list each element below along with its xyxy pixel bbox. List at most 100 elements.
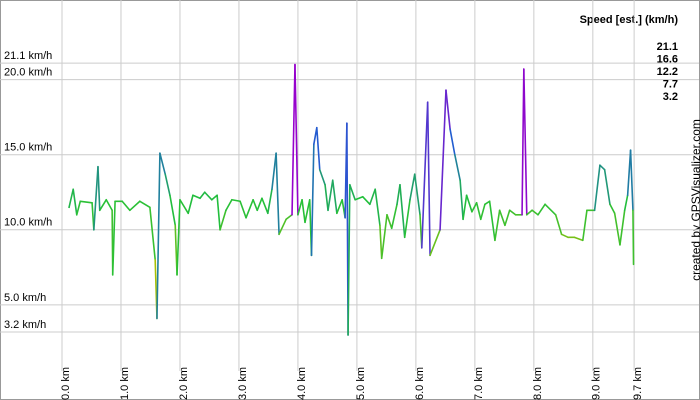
speed-segment <box>285 213 293 221</box>
speed-segment <box>187 194 194 215</box>
speed-segment <box>498 209 506 227</box>
speed-segment <box>294 63 299 216</box>
speed-segment <box>449 128 456 156</box>
x-tick-label: 5.0 km <box>355 367 367 400</box>
y-tick-label: 21.1 km/h <box>4 50 52 62</box>
speed-segment <box>399 183 406 239</box>
speed-segment <box>336 198 343 215</box>
speed-segment <box>156 152 161 320</box>
speed-segment <box>494 209 501 242</box>
speed-segment <box>445 89 451 130</box>
credit: created by GPSVisualizer.com <box>689 119 700 281</box>
speed-segment <box>609 203 616 215</box>
speed-segment <box>318 168 326 186</box>
speed-segment <box>275 152 280 236</box>
speed-segment <box>603 168 611 206</box>
speed-segment <box>97 165 101 212</box>
x-tick-label: 8.0 km <box>532 367 544 400</box>
speed-segment <box>105 198 113 212</box>
speed-segment <box>475 201 482 221</box>
speed-segment <box>386 213 393 230</box>
speed-segment <box>413 173 421 216</box>
speed-segment <box>231 198 241 203</box>
speed-segment <box>554 213 563 236</box>
speed-segment <box>379 224 383 260</box>
speed-segment <box>573 236 584 242</box>
x-tick-label: 1.0 km <box>119 367 131 400</box>
speed-segment <box>176 198 181 276</box>
speed-segment <box>121 200 131 212</box>
speed-segment <box>403 198 411 239</box>
speed-segment <box>623 194 629 212</box>
x-tick-label: 2.0 km <box>178 367 190 400</box>
speed-segment <box>504 209 511 227</box>
legend-value: 7.7 <box>663 78 678 90</box>
speed-segment <box>632 209 635 266</box>
speed-segment <box>72 188 78 216</box>
x-tick-label: 3.0 km <box>237 367 249 400</box>
speed-segment <box>79 200 93 204</box>
x-tick-label: 4.0 km <box>296 367 308 400</box>
speed-segment <box>261 197 269 215</box>
speed-segment <box>523 68 528 216</box>
legend-value: 3.2 <box>663 91 678 103</box>
speed-segment <box>544 203 557 216</box>
speed-segment <box>304 198 311 224</box>
speed-segment <box>462 194 468 221</box>
speed-segment <box>613 212 621 246</box>
speed-segment <box>219 209 227 231</box>
x-tick-label: 9.7 km <box>632 367 644 400</box>
speed-segment <box>111 200 116 276</box>
speed-segment <box>149 206 156 261</box>
speed-segment <box>216 194 221 231</box>
speed-segment <box>471 201 478 213</box>
speed-segment <box>211 194 218 201</box>
speed-segment <box>315 126 321 171</box>
speed-segment <box>310 143 315 257</box>
speed-segment <box>267 188 273 215</box>
speed-segment <box>225 198 233 212</box>
speed-segment <box>454 153 461 182</box>
speed-segment <box>331 179 338 215</box>
speed-segment <box>582 209 588 242</box>
speed-segment <box>68 188 75 209</box>
speed-segment <box>619 209 626 246</box>
speed-segment <box>93 165 99 231</box>
speed-segment <box>129 200 141 212</box>
speed-segment <box>362 195 371 206</box>
speed-segment <box>409 173 416 201</box>
speed-segment <box>347 183 351 336</box>
speed-segment <box>139 200 151 209</box>
speed-segment <box>297 198 303 216</box>
speed-segment <box>159 152 167 176</box>
y-tick-label: 10.0 km/h <box>4 217 52 229</box>
speed-segment <box>525 209 533 216</box>
x-tick-label: 0.0 km <box>60 367 72 400</box>
speed-segment <box>301 198 306 224</box>
speed-segment <box>479 203 486 221</box>
y-tick-label: 15.0 km/h <box>4 142 52 154</box>
speed-segment <box>484 200 491 206</box>
speed-segment <box>349 183 356 201</box>
speed-segment <box>426 101 431 257</box>
speed-segment <box>420 101 429 249</box>
speed-segment <box>488 200 496 242</box>
speed-segment <box>374 188 381 227</box>
legend-value: 12.2 <box>657 66 678 78</box>
speed-segment <box>98 198 108 212</box>
speed-segment <box>593 164 601 212</box>
legend-title: Speed [est.] (km/h) <box>580 14 679 26</box>
speed-segment <box>369 188 376 206</box>
speed-segment <box>169 194 177 227</box>
speed-segment <box>459 179 464 221</box>
speed-segment <box>429 229 441 257</box>
speed-segment <box>192 194 201 200</box>
x-tick-label: 6.0 km <box>414 367 426 400</box>
speed-segment <box>252 198 259 212</box>
speed-segment <box>390 203 398 230</box>
speed-segment <box>380 213 388 260</box>
speed-segment <box>327 179 334 212</box>
speed-segment <box>354 195 364 201</box>
speed-segment <box>245 198 254 219</box>
